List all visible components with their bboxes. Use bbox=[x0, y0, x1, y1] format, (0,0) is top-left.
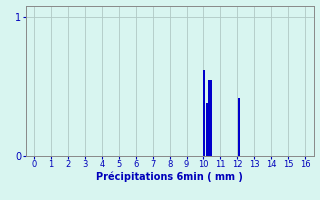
X-axis label: Précipitations 6min ( mm ): Précipitations 6min ( mm ) bbox=[96, 172, 243, 182]
Bar bbox=[238, 98, 240, 156]
Bar bbox=[204, 70, 205, 156]
Bar bbox=[208, 80, 212, 156]
Bar bbox=[206, 103, 208, 156]
